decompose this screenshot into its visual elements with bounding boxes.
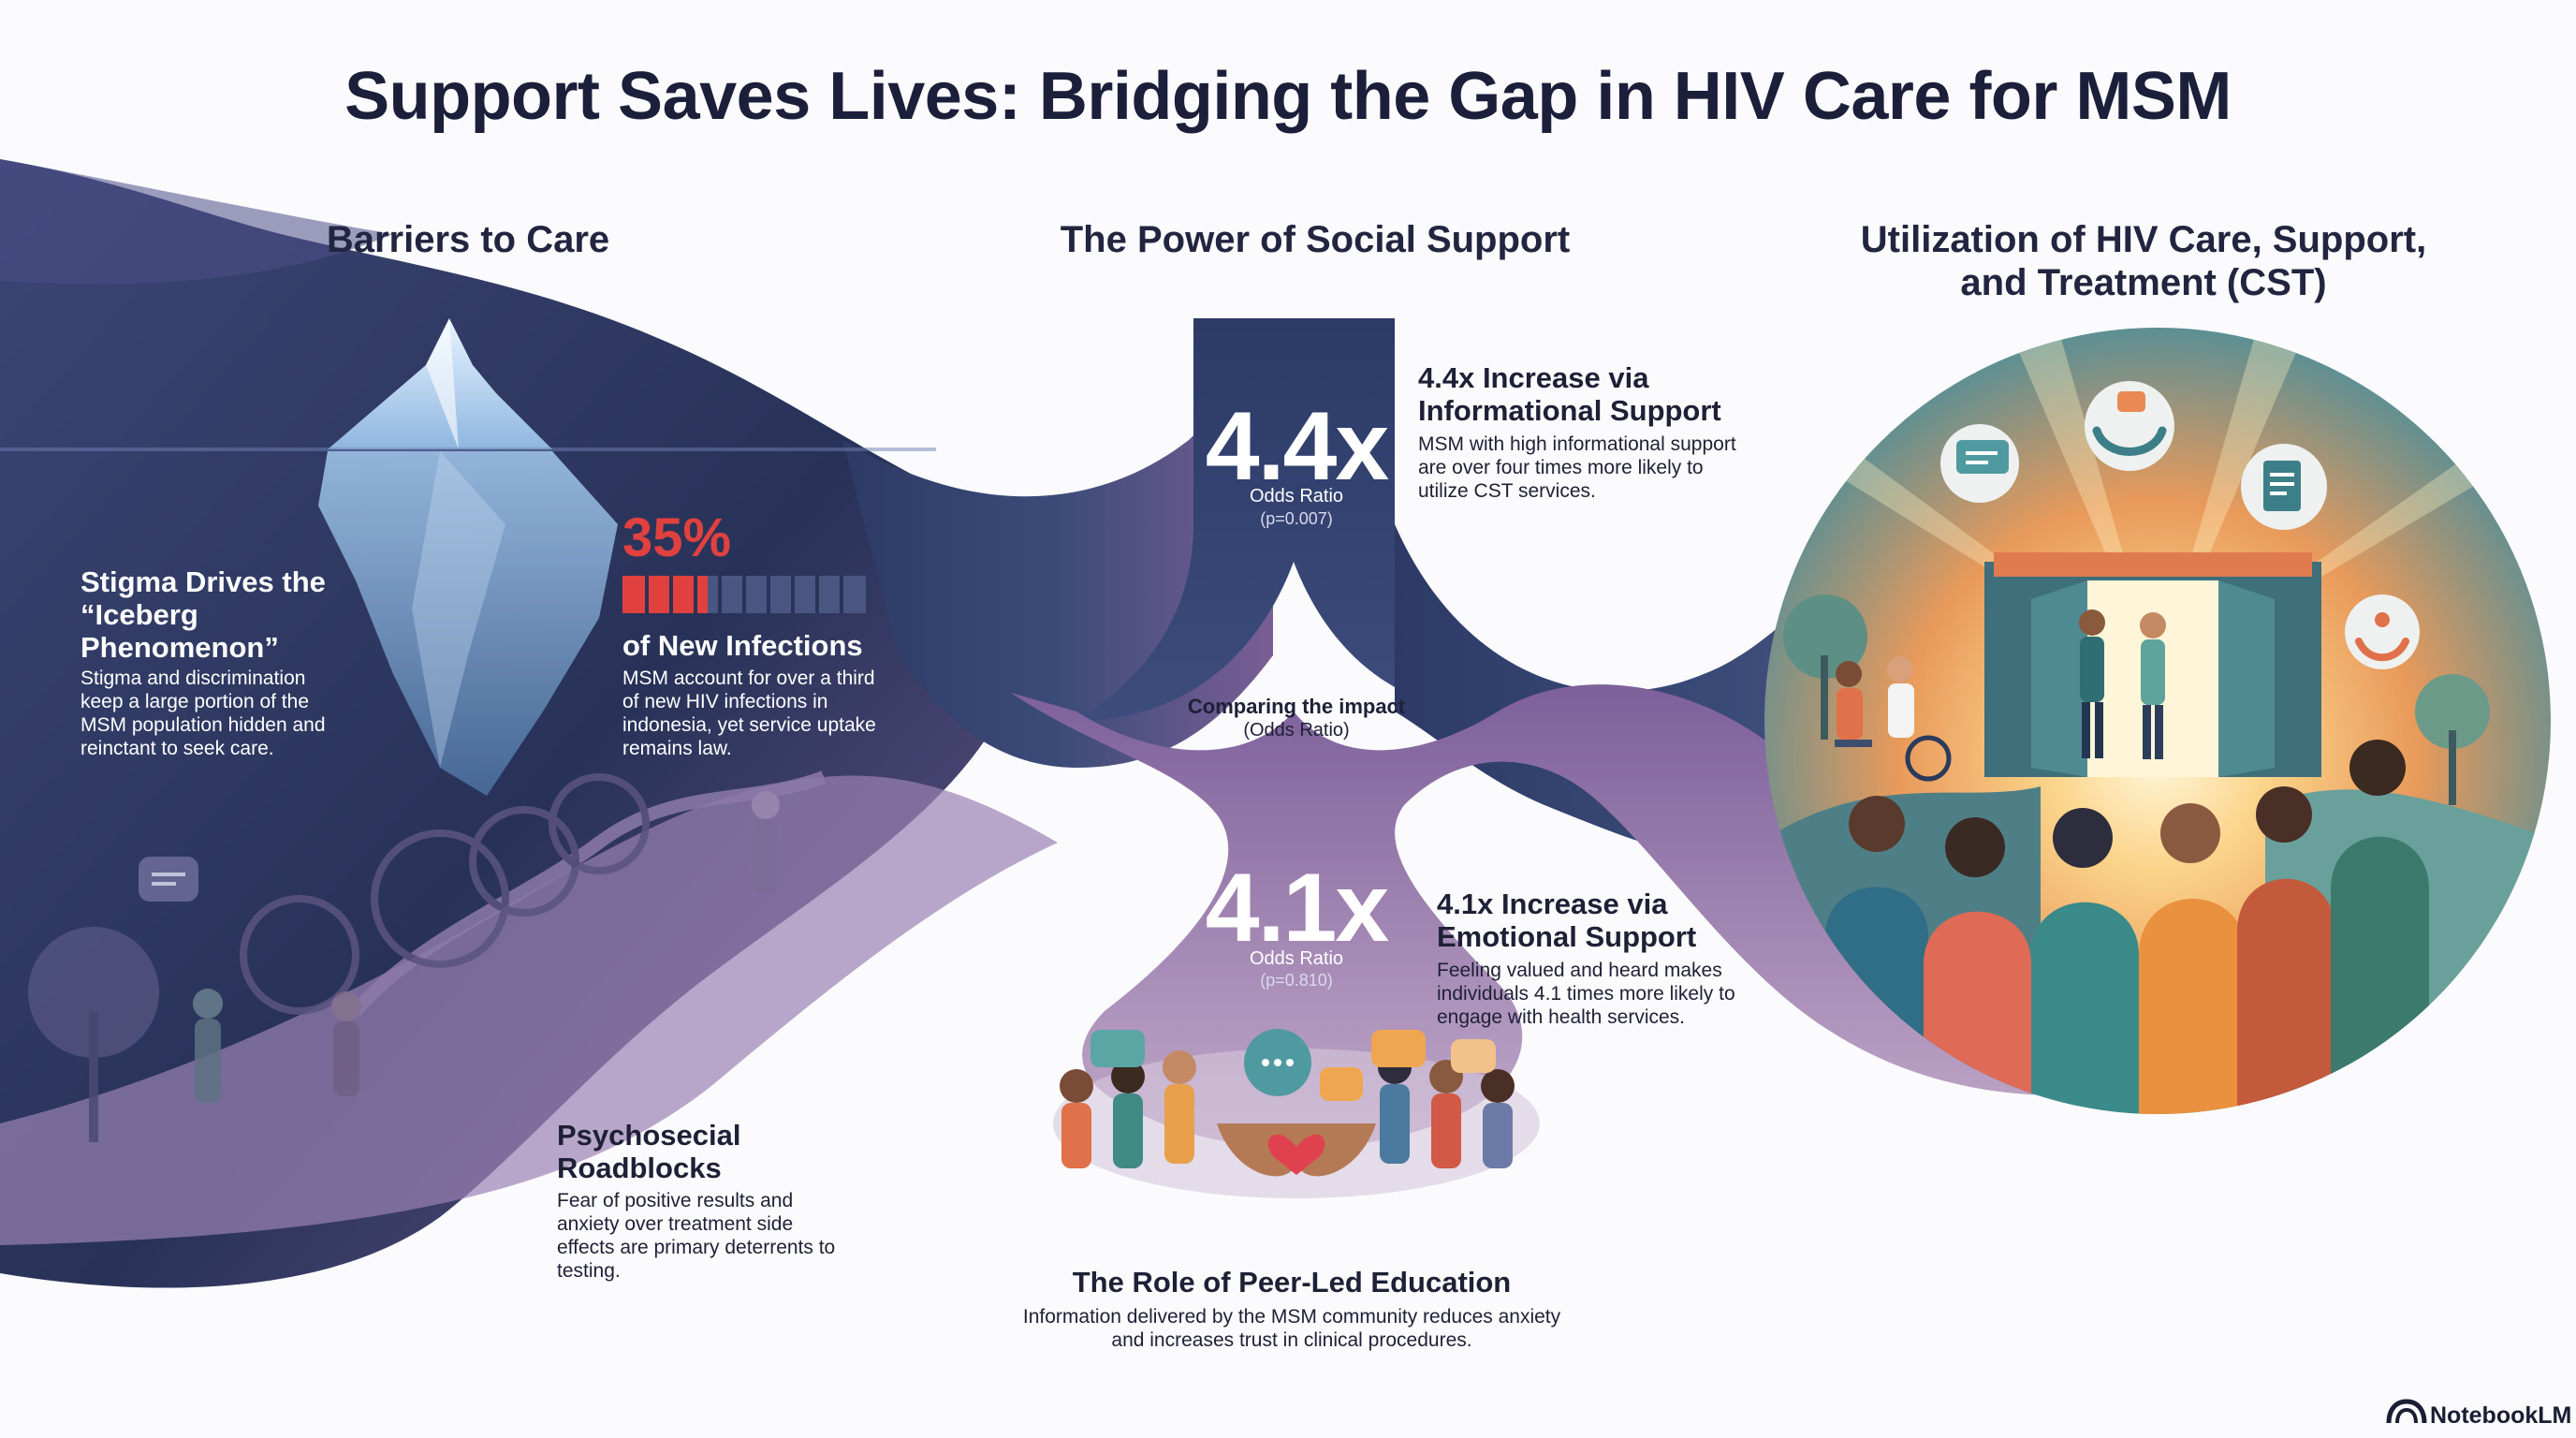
bar-segment-divider <box>718 576 722 613</box>
bar-segment-divider <box>791 576 795 613</box>
psychosocial-heading: Psychosecial Roadblocks <box>557 1119 741 1184</box>
bar-segment-divider <box>694 576 697 613</box>
bar-segment-divider <box>840 576 843 613</box>
informational-p-value: (p=0.007) <box>1260 509 1333 528</box>
peer-heading: The Role of Peer-Led Education <box>1072 1266 1512 1299</box>
emotional-ratio: 4.1x <box>1205 854 1389 962</box>
iceberg-illustration <box>0 318 936 796</box>
clipboard-icon <box>2241 444 2327 530</box>
peer-education-illustration <box>1053 1029 1540 1198</box>
informational-heading: 4.4x Increase via Informational Support <box>1418 361 1721 427</box>
bar-segment-divider <box>742 576 746 613</box>
notebooklm-logo-icon <box>2386 1399 2427 1424</box>
emotional-text: Feeling valued and heard makes individua… <box>1437 960 1735 1028</box>
brand-label: NotebookLM <box>2430 1402 2572 1429</box>
bar-segment-divider <box>815 576 819 613</box>
psychosocial-text: Fear of positive results and anxiety ove… <box>557 1190 836 1282</box>
informational-odds-label: Odds Ratio <box>1249 486 1344 506</box>
section-title-barriers: Barriers to Care <box>326 219 610 260</box>
informational-text: MSM with high informational support are … <box>1418 433 1736 502</box>
emotional-p-value: (p=0.810) <box>1260 971 1333 990</box>
bar-segment-divider <box>645 576 649 613</box>
emotional-odds-label: Odds Ratio <box>1249 948 1344 969</box>
bar-segment-divider <box>669 576 673 613</box>
emotional-heading: 4.1x Increase via Emotional Support <box>1437 888 1697 953</box>
infection-share-bar <box>622 576 866 613</box>
infections-heading: of New Infections <box>622 629 863 662</box>
thorny-path-illustration <box>28 770 827 1142</box>
bar-segment-divider <box>767 576 770 613</box>
page-title: Support Saves Lives: Bridging the Gap in… <box>344 59 2232 134</box>
peer-text: Information delivered by the MSM communi… <box>1022 1306 1561 1351</box>
section-title-social-support: The Power of Social Support <box>1060 219 1571 260</box>
stigma-text: Stigma and discrimination keep a large p… <box>80 668 326 759</box>
heart-hands-icon <box>2345 594 2420 669</box>
section-title-utilization: Utilization of HIV Care, Support, and Tr… <box>1860 219 2427 303</box>
infection-percent: 35% <box>622 507 732 568</box>
informational-ratio: 4.4x <box>1205 392 1389 501</box>
infections-text: MSM account for over a third of new HIV … <box>622 668 876 759</box>
comparing-heading: Comparing the impact <box>1187 695 1406 718</box>
helping-hands-icon <box>2085 381 2174 471</box>
chat-bubble-icon <box>1940 424 2019 503</box>
stigma-heading: Stigma Drives the “Iceberg Phenomenon” <box>80 565 326 664</box>
comparing-sub: (Odds Ratio) <box>1243 720 1350 741</box>
